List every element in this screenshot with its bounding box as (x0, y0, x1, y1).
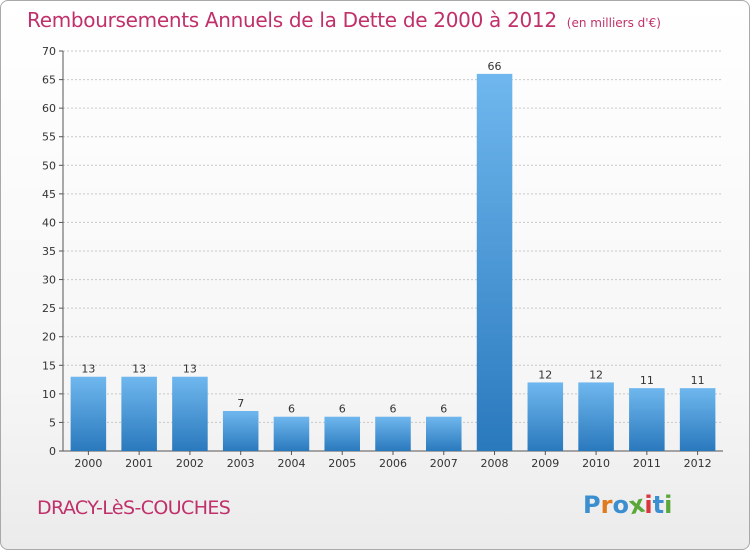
bar (121, 376, 157, 451)
x-tick-label: 2005 (328, 457, 356, 470)
x-tick-label: 2003 (227, 457, 255, 470)
data-label: 7 (237, 397, 244, 410)
y-tick-label: 55 (42, 131, 56, 144)
logo-letter: i (644, 491, 653, 519)
y-tick-label: 15 (42, 359, 56, 372)
x-tick-label: 2006 (379, 457, 407, 470)
logo-letter: t (652, 491, 665, 519)
x-tick-label: 2002 (176, 457, 204, 470)
y-tick-label: 70 (42, 45, 56, 58)
chart-title-unit: (en milliers d'€) (566, 16, 661, 30)
y-tick-label: 0 (49, 445, 56, 458)
data-label: 6 (288, 403, 295, 416)
data-label: 6 (339, 403, 346, 416)
x-tick-label: 2004 (277, 457, 305, 470)
logo-letter: i (664, 491, 673, 519)
data-label: 6 (390, 403, 397, 416)
bar (273, 416, 310, 451)
data-label: 66 (488, 60, 502, 73)
data-label: 13 (183, 363, 197, 376)
commune-name: DRACY-LèS-COUCHES (37, 497, 231, 519)
proxiti-logo: Proxiti (583, 490, 673, 521)
bar (222, 411, 259, 451)
bar (679, 388, 716, 451)
y-tick-label: 20 (42, 331, 56, 344)
x-tick-label: 2008 (481, 457, 509, 470)
y-tick-label: 30 (42, 274, 56, 287)
x-tick-label: 2001 (125, 457, 153, 470)
logo-letter: r (600, 491, 613, 519)
data-label: 13 (132, 363, 146, 376)
data-label: 12 (589, 368, 603, 381)
bar (629, 388, 665, 451)
x-tick-label: 2012 (684, 457, 712, 470)
bar (527, 382, 564, 451)
y-tick-label: 60 (42, 102, 56, 115)
y-tick-label: 65 (42, 74, 56, 87)
y-tick-label: 50 (42, 159, 56, 172)
y-tick-label: 45 (42, 188, 56, 201)
y-tick-label: 25 (42, 302, 56, 315)
data-label: 11 (691, 374, 705, 387)
data-label: 13 (81, 363, 95, 376)
data-label: 6 (440, 403, 447, 416)
bar (476, 73, 513, 451)
y-tick-label: 40 (42, 216, 56, 229)
y-tick-label: 10 (42, 388, 56, 401)
chart-title-main: Remboursements Annuels de la Dette de 20… (27, 8, 557, 32)
bar (172, 376, 208, 451)
x-tick-label: 2009 (531, 457, 559, 470)
y-tick-label: 35 (42, 245, 56, 258)
chart-title: Remboursements Annuels de la Dette de 20… (27, 8, 661, 32)
x-tick-label: 2011 (633, 457, 661, 470)
bar (375, 416, 411, 451)
bar (324, 416, 360, 451)
logo-letter: P (583, 491, 601, 519)
x-tick-label: 2010 (582, 457, 610, 470)
y-tick-label: 5 (49, 416, 56, 429)
data-label: 12 (538, 368, 552, 381)
logo-letter: o (612, 491, 629, 519)
bar (426, 416, 462, 451)
x-tick-label: 2007 (430, 457, 458, 470)
bar (70, 376, 107, 451)
data-label: 11 (640, 374, 654, 387)
x-tick-label: 2000 (74, 457, 102, 470)
bar (578, 382, 614, 451)
